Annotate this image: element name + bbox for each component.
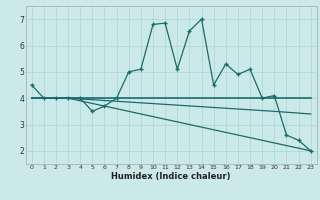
X-axis label: Humidex (Indice chaleur): Humidex (Indice chaleur) [111,172,231,181]
